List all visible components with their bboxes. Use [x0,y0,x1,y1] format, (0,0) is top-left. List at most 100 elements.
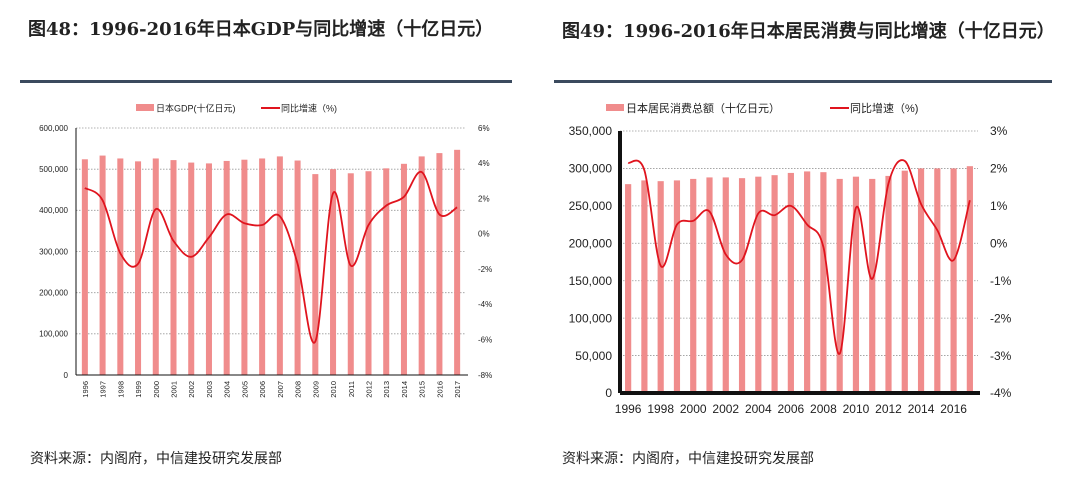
chart2-x-tick-label: 2016 [940,402,967,416]
chart1-bar [81,159,88,375]
chart2-left-tick-label: 0 [605,386,612,400]
chart1-right-tick-label: 2% [478,194,490,203]
chart2-bar [934,168,941,393]
chart2-bar [625,184,632,393]
chart2-legend-line-label: 同比增速（%) [850,101,918,115]
chart2-bar [885,175,892,393]
chart1-bar [117,158,124,375]
chart1-x-tick-label: 2002 [187,381,196,398]
chart2-bar [852,176,860,393]
chart2-bar [820,172,827,393]
chart1-right-tick-label: 4% [478,159,490,168]
chart2-x-tick-label: 1996 [615,402,642,416]
chart2-x-tick-label: 2014 [908,402,935,416]
chart1-left-tick-label: 300,000 [39,247,68,256]
chart1-x-tick-label: 1999 [134,381,143,398]
chart1-bar [400,163,407,375]
chart2-bar [673,180,681,393]
chart1-left-tick-label: 600,000 [39,124,68,133]
chart1-right-tick-label: -2% [478,265,492,274]
chart2-bar [917,168,925,393]
chart2-bar [901,170,908,393]
chart2-bar [771,175,778,393]
chart2-bar [690,178,697,393]
chart1-source: 资料来源：内阁府，中信建投研究发展部 [30,451,282,467]
chart1-bar [383,168,390,375]
chart2-right-tick-label: -3% [990,349,1012,363]
chart1-bar [347,173,354,375]
chart1-right-tick-label: 6% [478,124,490,133]
chart2-growth-line [627,159,971,355]
chart2-bar [836,178,843,393]
chart1-x-tick-label: 2014 [400,381,409,398]
chart1-x-tick-label: 2013 [382,381,391,398]
chart2-x-tick-label: 2006 [778,402,805,416]
chart1-x-tick-label: 1996 [81,381,90,398]
chart2-left-tick-label: 50,000 [575,349,612,363]
chart1-x-tick-label: 1998 [116,381,125,398]
chart2-left-tick-label: 200,000 [569,236,613,250]
chart1-title-rule [20,80,512,83]
chart2-bar [755,176,762,393]
chart1-legend-line-label: 同比增速（%) [281,102,337,113]
chart1-growth-line [84,171,458,344]
chart1-x-tick-label: 2003 [205,381,214,398]
chart1-x-tick-label: 2008 [294,381,303,398]
chart2-title: 图49：1996-2016年日本居民消费与同比增速（十亿日元） [562,21,1055,42]
chart1-bar [259,158,266,375]
chart2-x-tick-label: 2000 [680,402,707,416]
chart1-bar [454,149,461,375]
chart1-bar [365,171,372,375]
chart1-bar [241,159,248,375]
chart2-bar [722,177,729,393]
chart1-x-tick-label: 2016 [435,381,444,398]
chart1-bar [276,156,283,375]
chart1-left-tick-label: 400,000 [39,206,68,215]
chart1-bar [330,169,337,375]
chart1-right-tick-label: 0% [478,230,490,239]
chart1-x-tick-label: 1997 [99,381,108,398]
chart1-bar [152,158,159,375]
chart2-bar [804,171,811,393]
chart1-bar [188,162,195,375]
chart1-bar [170,160,177,375]
chart1-x-tick-label: 2000 [152,381,161,398]
chart2-right-tick-label: 3% [990,124,1008,138]
chart1-right-tick-label: -4% [478,300,492,309]
chart1-left-tick-label: 200,000 [39,288,68,297]
chart1-bar [436,153,443,375]
chart1-left-tick-label: 0 [64,371,69,380]
chart1-x-tick-label: 2007 [276,381,285,398]
chart2-bar [950,168,957,393]
chart2-source: 资料来源：内阁府，中信建投研究发展部 [562,451,814,467]
chart1-bar [418,156,425,375]
chart1-bar [135,161,142,375]
chart2-x-tick-label: 2002 [712,402,739,416]
chart2-right-tick-label: -2% [990,311,1012,325]
chart1-bar [205,163,212,375]
chart2-x-tick-label: 1998 [647,402,674,416]
chart1-x-tick-label: 2010 [329,381,338,398]
chart2-left-tick-label: 350,000 [569,124,613,138]
chart1-legend-bar-swatch [136,104,154,111]
chart2-left-tick-label: 300,000 [569,162,613,176]
chart2-legend-bar-label: 日本居民消费总额（十亿日元） [626,101,780,115]
chart2-bar [657,181,664,393]
chart1-title: 图48：1996-2016年日本GDP与同比增速（十亿日元） [28,19,494,40]
chart2-right-tick-label: 2% [990,162,1008,176]
chart1-x-tick-label: 2001 [170,381,179,398]
chart2-right-tick-label: -1% [990,274,1012,288]
chart1-x-tick-label: 2017 [453,381,462,398]
chart1-x-tick-label: 2012 [365,381,374,398]
chart2-x-tick-label: 2004 [745,402,772,416]
chart2-x-tick-label: 2010 [843,402,870,416]
chart2-bar [738,178,746,393]
chart1-left-tick-label: 500,000 [39,165,68,174]
chart2-right-tick-label: -4% [990,386,1012,400]
chart1-bar [99,155,106,375]
chart2-right-tick-label: 1% [990,199,1008,213]
chart1-right-tick-label: -8% [478,371,492,380]
chart1-x-tick-label: 2005 [240,381,249,398]
chart2-left-tick-label: 250,000 [569,199,613,213]
